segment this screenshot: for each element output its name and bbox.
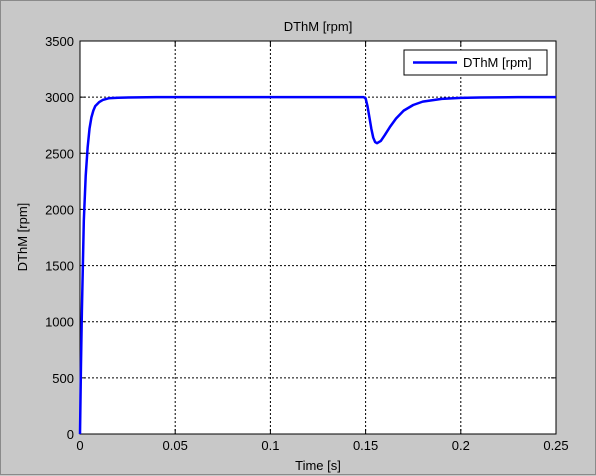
legend: DThM [rpm] <box>403 49 548 76</box>
x-axis-label: Time [s] <box>295 458 341 473</box>
chart-title: DThM [rpm] <box>284 19 353 34</box>
y-tick-label: 3000 <box>45 90 74 105</box>
x-tick-label: 0.15 <box>353 438 378 453</box>
y-tick-label: 500 <box>52 371 74 386</box>
y-tick-label: 1000 <box>45 315 74 330</box>
legend-label-dthm: DThM [rpm] <box>463 55 532 70</box>
x-tick-label: 0 <box>76 438 83 453</box>
series-layer <box>78 95 556 435</box>
y-tick-label: 2500 <box>45 146 74 161</box>
y-tick-label: 0 <box>67 427 74 442</box>
y-tick-label: 1500 <box>45 259 74 274</box>
tick-labels: 0 0.05 0.1 0.15 0.2 0.25 0 500 1000 1500 2000 2500 3… <box>45 34 569 453</box>
y-tick-label: 2000 <box>45 202 74 217</box>
x-tick-label: 0.2 <box>452 438 470 453</box>
x-tick-label: 0.25 <box>543 438 568 453</box>
x-tick-label: 0.05 <box>163 438 188 453</box>
plot-area <box>79 40 557 435</box>
x-tick-label: 0.1 <box>261 438 279 453</box>
series-line-dthm <box>78 95 556 435</box>
y-axis-label: DThM [rpm] <box>15 203 30 272</box>
y-tick-label: 3500 <box>45 34 74 49</box>
